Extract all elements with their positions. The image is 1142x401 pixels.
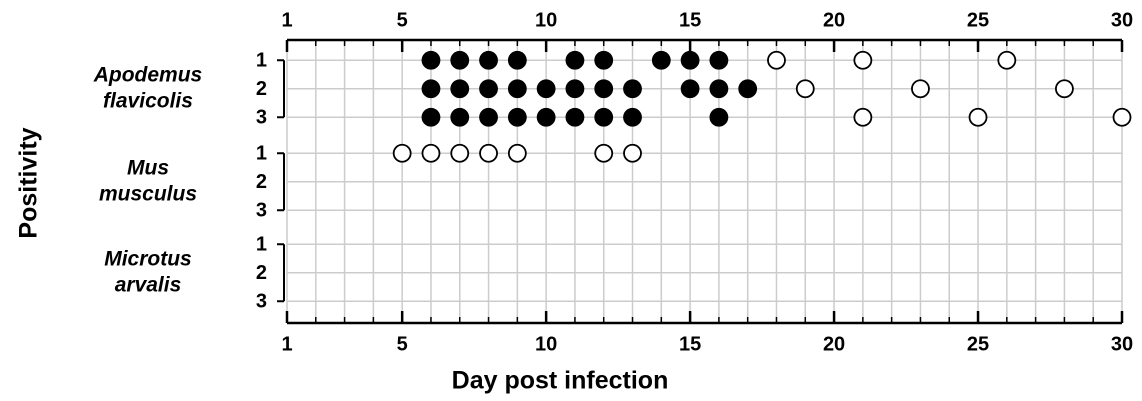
filled-point xyxy=(479,107,498,127)
y-tick-label: 1 xyxy=(256,143,267,165)
open-point xyxy=(1055,79,1074,99)
x-tick-label: 20 xyxy=(823,9,845,31)
filled-point xyxy=(594,107,614,127)
x-tick-label: 5 xyxy=(397,9,408,31)
x-tick-label: 10 xyxy=(535,333,557,355)
panel-label: arvalis xyxy=(115,273,182,296)
filled-point xyxy=(565,50,585,70)
panel-label: musculus xyxy=(99,182,197,205)
filled-point xyxy=(421,50,441,70)
filled-point xyxy=(450,79,470,99)
x-tick-label: 30 xyxy=(1111,9,1133,31)
filled-point xyxy=(738,79,758,99)
filled-point xyxy=(709,107,729,127)
filled-point xyxy=(623,79,642,99)
panel-label: Mus xyxy=(127,156,169,179)
filled-point xyxy=(450,50,470,70)
filled-point xyxy=(450,107,470,127)
x-tick-label: 5 xyxy=(397,333,408,355)
filled-point xyxy=(507,50,527,70)
y-axis-label: Positivity xyxy=(15,127,43,238)
panel-label: flavicolis xyxy=(103,89,193,112)
open-point xyxy=(1112,107,1132,127)
open-point xyxy=(594,143,614,163)
y-tick-label: 2 xyxy=(256,171,267,193)
filled-point xyxy=(421,79,441,99)
filled-point xyxy=(709,79,729,99)
x-tick-label: 15 xyxy=(679,333,701,355)
filled-point xyxy=(565,79,585,99)
open-point xyxy=(853,107,873,127)
filled-point xyxy=(651,50,671,70)
filled-point xyxy=(680,50,700,70)
panel-label: Microtus xyxy=(104,247,192,270)
open-point xyxy=(911,79,930,99)
x-axis-label: Day post infection xyxy=(452,367,669,395)
open-point xyxy=(767,50,786,70)
panel-label: Apodemus xyxy=(93,63,203,86)
open-point xyxy=(968,107,988,127)
filled-point xyxy=(536,107,556,127)
filled-point xyxy=(594,50,614,70)
x-tick-label: 30 xyxy=(1111,333,1133,355)
x-tick-label: 25 xyxy=(967,9,989,31)
open-point xyxy=(479,143,498,163)
filled-point xyxy=(479,79,498,99)
filled-point xyxy=(536,79,556,99)
open-point xyxy=(507,143,527,163)
open-point xyxy=(421,143,441,163)
filled-point xyxy=(709,50,729,70)
open-point xyxy=(623,143,642,163)
filled-point xyxy=(594,79,614,99)
open-point xyxy=(853,50,873,70)
y-tick-label: 1 xyxy=(256,50,267,72)
filled-point xyxy=(680,79,700,99)
x-tick-label: 10 xyxy=(535,9,557,31)
x-tick-label: 25 xyxy=(967,333,989,355)
x-tick-label: 1 xyxy=(281,333,292,355)
y-tick-label: 3 xyxy=(256,107,267,129)
y-tick-label: 2 xyxy=(256,78,267,100)
x-tick-label: 20 xyxy=(823,333,845,355)
filled-point xyxy=(421,107,441,127)
open-point xyxy=(392,143,412,163)
open-point xyxy=(997,50,1017,70)
x-tick-label: 15 xyxy=(679,9,701,31)
y-tick-label: 3 xyxy=(256,291,267,313)
open-point xyxy=(450,143,470,163)
y-tick-label: 1 xyxy=(256,234,267,256)
filled-point xyxy=(623,107,642,127)
filled-point xyxy=(507,79,527,99)
filled-point xyxy=(479,50,498,70)
filled-point xyxy=(565,107,585,127)
x-tick-label: 1 xyxy=(281,9,292,31)
open-point xyxy=(795,79,815,99)
y-tick-label: 2 xyxy=(256,262,267,284)
filled-point xyxy=(507,107,527,127)
y-tick-label: 3 xyxy=(256,200,267,222)
